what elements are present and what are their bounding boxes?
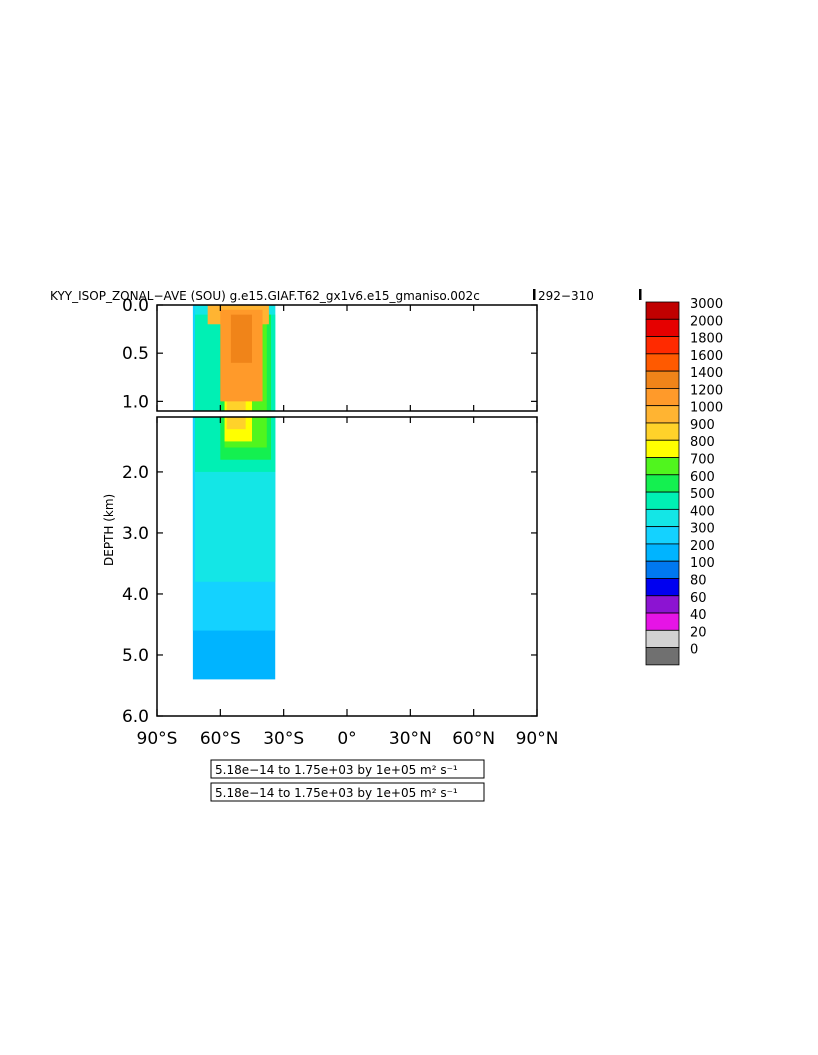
colorbar-swatch-20 bbox=[645, 629, 680, 649]
colorbar-swatch-700 bbox=[645, 457, 680, 476]
y-axis-label: DEPTH (km) bbox=[102, 494, 116, 566]
colorbar-swatch-1000 bbox=[645, 405, 680, 424]
colorbar-swatch-60 bbox=[645, 595, 680, 614]
colorbar-swatch-400 bbox=[645, 508, 680, 528]
colorbar-swatch-3000 bbox=[645, 301, 680, 320]
colorbar-label: 500 bbox=[690, 487, 715, 502]
info-box-2: 5.18e−14 to 1.75e+03 by 1e+05 m² s⁻¹ bbox=[210, 782, 485, 802]
y-tick-label: 2.0 bbox=[122, 463, 149, 483]
y-tick-label: 4.0 bbox=[122, 585, 149, 605]
colorbar-swatch-1800 bbox=[645, 336, 680, 355]
field-region-lower-900 bbox=[226, 417, 246, 430]
colorbar-swatch-300 bbox=[645, 526, 680, 545]
info-box-2-text: 5.18e−14 to 1.75e+03 by 1e+05 m² s⁻¹ bbox=[215, 786, 458, 800]
colorbar-swatch-500 bbox=[645, 491, 680, 510]
x-tick-label: 30°S bbox=[263, 729, 304, 749]
colorbar-swatch-100 bbox=[645, 560, 680, 579]
colorbar-swatch-800 bbox=[645, 439, 680, 458]
field-region-upper-1400 bbox=[230, 314, 252, 363]
title-years: 292−310 bbox=[538, 289, 594, 303]
y-tick-label: 3.0 bbox=[122, 524, 149, 544]
y-tick-label: 6.0 bbox=[122, 707, 149, 727]
y-tick-label: 5.0 bbox=[122, 646, 149, 666]
colorbar-legend: 3000200018001600140012001000900800700600… bbox=[645, 297, 723, 666]
x-tick-label: 90°N bbox=[516, 729, 559, 749]
colorbar-label: 900 bbox=[690, 418, 715, 433]
info-box-1: 5.18e−14 to 1.75e+03 by 1e+05 m² s⁻¹ bbox=[210, 759, 485, 779]
colorbar-label: 1200 bbox=[690, 383, 723, 398]
chart-title: KYY_ISOP_ZONAL−AVE (SOU) g.e15.GIAF.T62_… bbox=[50, 289, 480, 303]
colorbar-label: 600 bbox=[690, 470, 715, 485]
colorbar-swatch-200 bbox=[645, 543, 680, 562]
x-tick-label: 30°N bbox=[389, 729, 432, 749]
colorbar-label: 40 bbox=[690, 608, 707, 623]
colorbar-swatch-1600 bbox=[645, 353, 680, 372]
colorbar-swatch-1200 bbox=[645, 387, 680, 407]
colorbar-label: 300 bbox=[690, 522, 715, 537]
colorbar-label: 100 bbox=[690, 556, 715, 571]
y-tick-label: 0.5 bbox=[122, 344, 149, 364]
info-box-1-text: 5.18e−14 to 1.75e+03 by 1e+05 m² s⁻¹ bbox=[215, 763, 458, 777]
colorbar-label: 1600 bbox=[690, 349, 723, 364]
upper-panel-field bbox=[192, 305, 276, 411]
colorbar-label: 2000 bbox=[690, 314, 723, 329]
colorbar-swatch-900 bbox=[645, 422, 680, 441]
colorbar-swatch-80 bbox=[645, 578, 680, 597]
x-tick-label: 60°S bbox=[200, 729, 241, 749]
lower-panel-field bbox=[192, 417, 276, 680]
axes: 90°S 60°S 30°S 0° 30°N 60°N 90°N 0.0 0.5 1.0 2.0 3.… bbox=[122, 296, 558, 749]
colorbar-label: 3000 bbox=[690, 297, 723, 312]
colorbar-swatch-1400 bbox=[645, 370, 680, 389]
y-tick-label: 1.0 bbox=[122, 392, 149, 412]
colorbar-label: 0 bbox=[690, 643, 698, 658]
x-tick-label: 60°N bbox=[452, 729, 495, 749]
colorbar-swatch-2000 bbox=[645, 318, 680, 337]
colorbar-label: 80 bbox=[690, 573, 707, 588]
colorbar-label: 700 bbox=[690, 453, 715, 468]
colorbar-label: 1000 bbox=[690, 401, 723, 416]
colorbar-label: 200 bbox=[690, 539, 715, 554]
colorbar-label: 1400 bbox=[690, 366, 723, 381]
colorbar-label: 400 bbox=[690, 504, 715, 519]
colorbar-label: 1800 bbox=[690, 332, 723, 347]
colorbar-swatch-0 bbox=[645, 647, 680, 666]
x-tick-label: 90°S bbox=[137, 729, 178, 749]
title-years-marker: 292−310 bbox=[533, 289, 642, 303]
colorbar-label: 60 bbox=[690, 591, 707, 606]
colorbar-label: 800 bbox=[690, 435, 715, 450]
y-tick-label: 0.0 bbox=[122, 296, 149, 316]
x-tick-label: 0° bbox=[337, 729, 356, 749]
colorbar-swatch-600 bbox=[645, 474, 680, 493]
colorbar-swatch-40 bbox=[645, 612, 680, 631]
colorbar-label: 20 bbox=[690, 625, 707, 640]
